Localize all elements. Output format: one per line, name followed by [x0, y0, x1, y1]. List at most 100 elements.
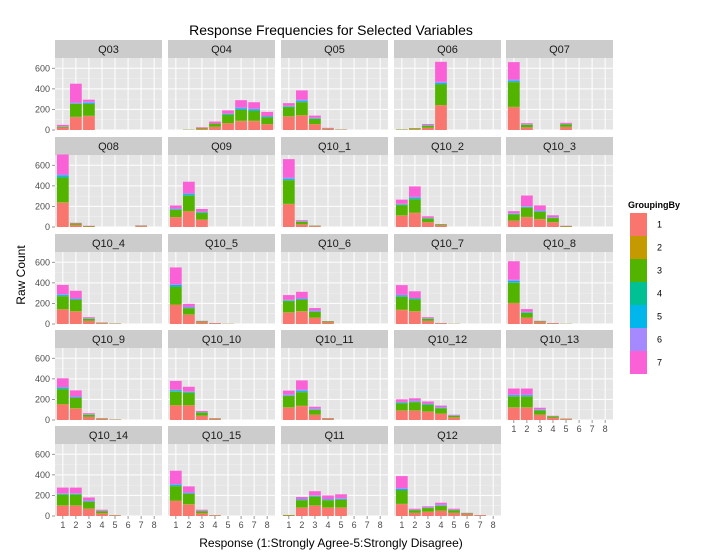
bar-segment	[422, 508, 434, 512]
x-tick-label: 7	[590, 424, 595, 434]
bar-segment	[560, 418, 572, 420]
bar-segment	[83, 414, 95, 417]
facet-strip-label: Q12	[437, 430, 458, 442]
bar-segment	[70, 487, 82, 494]
legend-key	[630, 236, 647, 259]
bar-segment	[422, 222, 434, 227]
bar-segment	[70, 390, 82, 397]
bar-segment	[56, 202, 69, 227]
bar-segment	[282, 407, 295, 420]
bar-segment	[183, 307, 195, 308]
legend-key	[630, 259, 647, 282]
bar-segment	[507, 282, 520, 303]
bar-segment	[435, 323, 447, 324]
bar-segment	[196, 219, 208, 227]
bar-segment	[422, 511, 434, 516]
bar-segment	[183, 493, 195, 505]
legend-key	[630, 351, 647, 374]
bar-segment	[296, 101, 308, 103]
bar-segment	[409, 410, 421, 420]
bar-segment	[183, 386, 195, 392]
bar-segment	[169, 209, 182, 218]
y-tick-label: 600	[35, 353, 50, 363]
facet-strip	[168, 137, 275, 155]
bar-segment	[56, 294, 69, 296]
bar-segment	[322, 499, 334, 500]
bar-segment	[309, 311, 321, 312]
bar-segment	[248, 110, 260, 121]
bar-segment	[409, 212, 421, 214]
bar-segment	[169, 267, 182, 285]
bar-segment	[507, 62, 520, 80]
bar-segment	[83, 320, 95, 324]
panel-q10_9: Q10_9 0 200 400 600	[35, 330, 162, 425]
bar-segment	[309, 409, 321, 410]
bar-segment	[169, 501, 182, 516]
bar-segment	[422, 317, 434, 319]
bar-segment	[395, 488, 408, 489]
bar-segment	[474, 515, 486, 516]
bar-segment	[507, 80, 520, 82]
x-tick-label: 3	[537, 424, 542, 434]
facet-strip	[394, 330, 501, 348]
x-tick-label: 4	[325, 520, 330, 530]
facet-strip-label: Q10_8	[543, 238, 576, 250]
bar-segment	[507, 213, 520, 214]
bar-segment	[196, 322, 208, 324]
bar-segment	[196, 127, 208, 128]
bar-segment	[56, 494, 69, 506]
bar-segment	[395, 399, 408, 402]
bar-segment	[422, 124, 434, 126]
bar-segment	[395, 294, 408, 296]
bar-segment	[70, 298, 82, 300]
x-tick-label: 4	[99, 520, 104, 530]
bar-segment	[521, 207, 533, 217]
y-tick-label: 0	[45, 222, 50, 232]
facet-strip-label: Q06	[437, 44, 458, 56]
panel-q10_5: Q10_5	[168, 234, 275, 325]
bar-segment	[309, 115, 321, 118]
panel-q10_12: Q10_12	[394, 330, 501, 421]
bar-segment	[309, 225, 321, 227]
bar-segment	[261, 111, 274, 117]
facet-strip-label: Q09	[211, 141, 232, 153]
bar-segment	[395, 285, 408, 295]
bar-segment	[296, 220, 308, 222]
bar-segment	[183, 314, 195, 324]
bar-segment	[521, 395, 533, 397]
bar-segment	[521, 311, 533, 313]
bar-segment	[296, 115, 308, 130]
bar-segment	[309, 505, 321, 516]
bar-segment	[235, 108, 247, 110]
bar-segment	[83, 501, 95, 509]
bar-segment	[183, 181, 195, 194]
bar-segment	[309, 317, 321, 324]
bar-segment	[183, 391, 195, 393]
facet-strip-label: Q10_13	[540, 334, 579, 346]
bar-segment	[70, 397, 82, 398]
bar-segment	[448, 510, 460, 513]
x-tick-label: 2	[412, 520, 417, 530]
x-tick-label: 1	[173, 520, 178, 530]
panel-q10_3: Q10_3	[506, 137, 613, 228]
y-tick-label: 600	[35, 449, 50, 459]
bar-segment	[282, 312, 295, 324]
bar-segment	[547, 323, 559, 324]
bar-segment	[196, 212, 208, 213]
x-tick-label: 7	[478, 520, 483, 530]
bar-segment	[322, 321, 334, 323]
bar-segment	[534, 409, 546, 411]
bar-segment	[435, 405, 447, 408]
bar-segment	[448, 512, 460, 516]
bar-segment	[395, 476, 408, 489]
bar-segment	[169, 484, 182, 486]
bar-segment	[169, 391, 182, 392]
bar-segment	[521, 195, 533, 207]
legend-label: 7	[657, 358, 662, 368]
bar-segment	[422, 127, 434, 130]
panel-q12: Q12 1 2 3 4 5 6 7 8	[394, 426, 501, 530]
bar-segment	[169, 304, 182, 305]
x-tick-label: 3	[199, 520, 204, 530]
x-tick-label: 3	[86, 520, 91, 530]
